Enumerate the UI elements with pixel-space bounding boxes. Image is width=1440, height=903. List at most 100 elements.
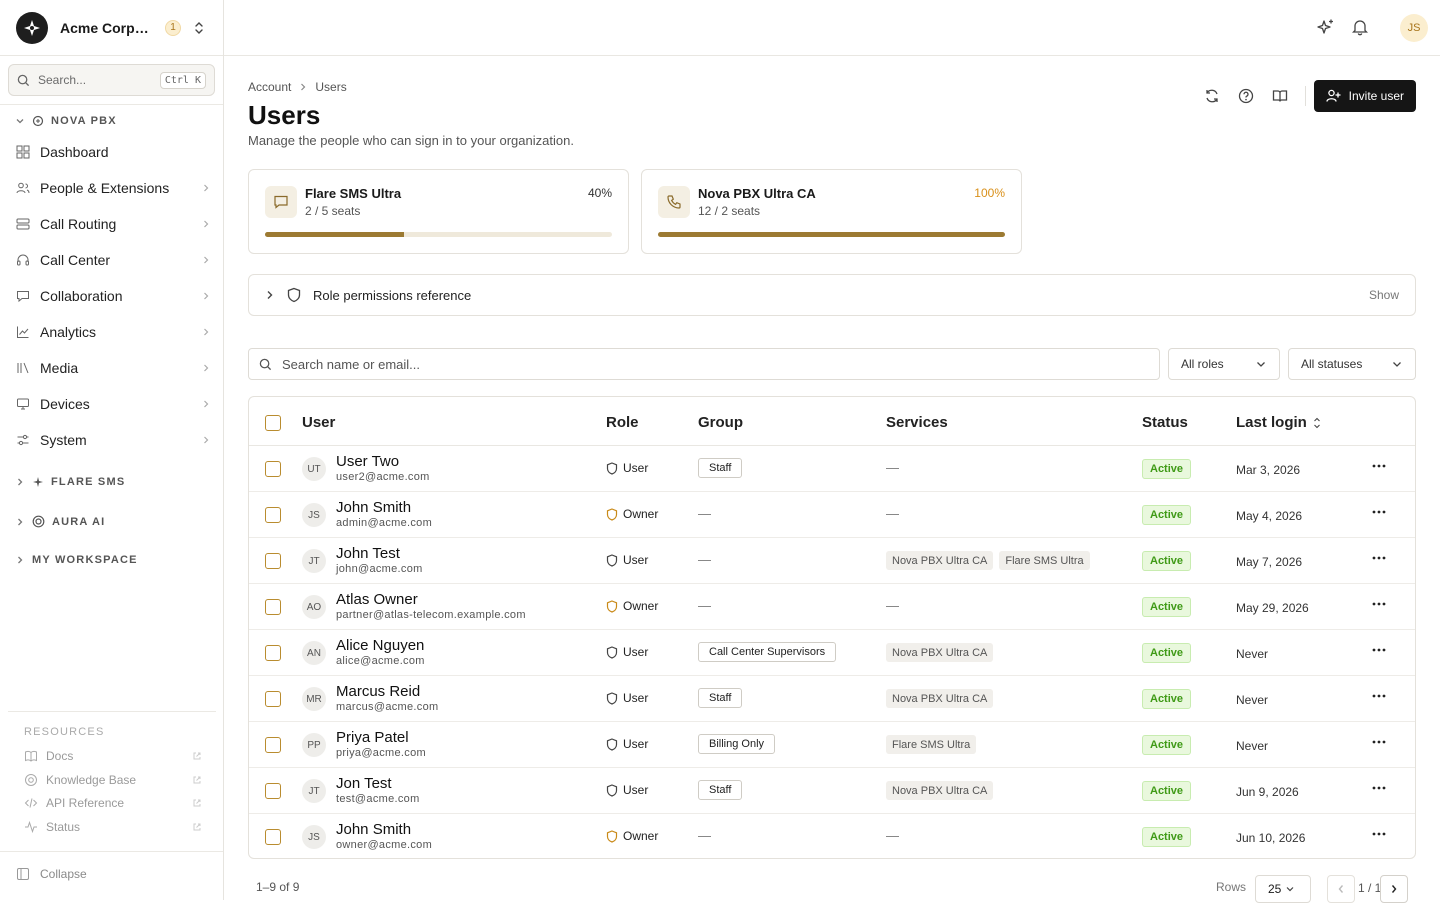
role-permissions-reference-toggle[interactable]: Role permissions reference Show	[248, 274, 1416, 316]
table-row[interactable]: PP Priya Patel priya@acme.com User Billing O…	[249, 722, 1415, 768]
invite-user-button[interactable]: Invite user	[1313, 80, 1416, 112]
column-label: Last login	[1236, 414, 1307, 431]
users-table: User Role Group Services Status Last log…	[248, 396, 1416, 859]
more-horizontal-icon	[1372, 740, 1386, 744]
row-actions-button[interactable]	[1371, 504, 1387, 520]
chevron-right-icon	[204, 328, 209, 336]
code-icon	[24, 798, 38, 808]
row-actions-button[interactable]	[1371, 550, 1387, 566]
user-search-input[interactable]: Search name or email...	[248, 348, 1160, 380]
previous-page-button[interactable]	[1327, 875, 1355, 903]
resource-api-reference-link[interactable]: API Reference	[24, 796, 202, 810]
external-link-icon	[193, 799, 201, 807]
row-actions-button[interactable]	[1371, 688, 1387, 704]
group-badge: Call Center Supervisors	[698, 642, 837, 662]
empty-value: —	[698, 598, 711, 613]
row-checkbox[interactable]	[265, 737, 281, 753]
row-actions-button[interactable]	[1371, 596, 1387, 612]
more-horizontal-icon	[1372, 648, 1386, 652]
nav-collaboration[interactable]: Collaboration	[16, 280, 210, 312]
table-row[interactable]: AN Alice Nguyen alice@acme.com User Call Cen…	[249, 630, 1415, 676]
nav-call-center[interactable]: Call Center	[16, 244, 210, 276]
table-row[interactable]: AO Atlas Owner partner@atlas-telecom.examp…	[249, 584, 1415, 630]
row-actions-button[interactable]	[1371, 826, 1387, 842]
more-horizontal-icon	[1372, 602, 1386, 606]
org-switcher[interactable]: Acme Corporation 1	[0, 0, 223, 56]
nav-dashboard[interactable]: Dashboard	[16, 136, 210, 168]
show-toggle[interactable]: Show	[1368, 288, 1399, 302]
resource-status-link[interactable]: Status	[24, 820, 202, 834]
last-login: Never	[1236, 739, 1269, 753]
row-checkbox[interactable]	[265, 783, 281, 799]
row-actions-button[interactable]	[1371, 642, 1387, 658]
role-cell: Owner	[606, 829, 658, 843]
ai-sparkle-button[interactable]	[1317, 18, 1335, 36]
rows-per-page-select[interactable]: 25	[1255, 875, 1311, 903]
user-avatar[interactable]: JS	[1400, 14, 1428, 42]
usage-progress-fill	[658, 232, 1005, 237]
nav-call-routing[interactable]: Call Routing	[16, 208, 210, 240]
user-email: test@acme.com	[336, 793, 420, 805]
license-usage-percent: 40%	[587, 186, 612, 200]
table-row[interactable]: JT John Test john@acme.com User — Nova PBX Ul…	[249, 538, 1415, 584]
empty-value: —	[886, 828, 899, 843]
role-cell: Owner	[606, 507, 658, 521]
table-row[interactable]: JT Jon Test test@acme.com User Staff Nova PBX…	[249, 768, 1415, 814]
status-badge: Active	[1142, 781, 1192, 801]
breadcrumb-account-link[interactable]: Account	[248, 80, 292, 94]
table-row[interactable]: JS John Smith owner@acme.com Owner — — Active J…	[249, 814, 1415, 858]
row-checkbox[interactable]	[265, 645, 281, 661]
docs-button[interactable]	[1263, 80, 1297, 112]
role-cell: User	[606, 461, 648, 475]
row-checkbox[interactable]	[265, 461, 281, 477]
row-checkbox[interactable]	[265, 829, 281, 845]
row-checkbox[interactable]	[265, 507, 281, 523]
more-horizontal-icon	[1372, 832, 1386, 836]
resource-knowledge-base-link[interactable]: Knowledge Base	[24, 773, 202, 787]
chevron-updown-icon[interactable]	[193, 21, 205, 35]
nav-devices[interactable]: Devices	[16, 388, 210, 420]
resource-docs-link[interactable]: Docs	[24, 749, 202, 763]
row-checkbox[interactable]	[265, 599, 281, 615]
user-avatar: UT	[302, 457, 326, 481]
nav-system[interactable]: System	[16, 424, 210, 456]
section-aura-ai[interactable]: AURA AI	[14, 515, 105, 528]
table-row[interactable]: MR Marcus Reid marcus@acme.com User Staff Nov…	[249, 676, 1415, 722]
notifications-button[interactable]	[1352, 18, 1368, 36]
divider	[8, 711, 216, 712]
status-filter-select[interactable]: All statuses	[1288, 348, 1416, 380]
section-flare-sms[interactable]: FLARE SMS	[14, 476, 125, 488]
collapse-sidebar-button[interactable]: Collapse	[16, 867, 87, 881]
license-seats: 12 / 2 seats	[698, 204, 761, 218]
empty-value: —	[698, 552, 711, 567]
nav-analytics[interactable]: Analytics	[16, 316, 210, 348]
row-actions-button[interactable]	[1371, 780, 1387, 796]
nav-media[interactable]: Media	[16, 352, 210, 384]
help-button[interactable]	[1229, 80, 1263, 112]
select-all-checkbox[interactable]	[265, 415, 281, 431]
next-page-button[interactable]	[1380, 875, 1408, 903]
row-actions-button[interactable]	[1371, 458, 1387, 474]
group-badge: Billing Only	[698, 734, 776, 754]
column-header-last-login[interactable]: Last login	[1236, 414, 1321, 431]
row-checkbox[interactable]	[265, 691, 281, 707]
chat-icon	[17, 291, 29, 303]
section-nova-pbx[interactable]: NOVA PBX	[14, 115, 117, 127]
role-label: Owner	[623, 599, 659, 613]
row-actions-button[interactable]	[1371, 734, 1387, 750]
refresh-button[interactable]	[1195, 80, 1229, 112]
section-my-workspace[interactable]: MY WORKSPACE	[14, 554, 138, 566]
role-filter-select[interactable]: All roles	[1168, 348, 1280, 380]
divider	[0, 104, 223, 105]
service-badge: Nova PBX Ultra CA	[886, 781, 994, 800]
section-label: FLARE SMS	[51, 476, 126, 488]
nav-people-extensions[interactable]: People & Extensions	[16, 172, 210, 204]
row-checkbox[interactable]	[265, 553, 281, 569]
sidebar-search[interactable]: Search... Ctrl K	[8, 64, 215, 96]
status-badge: Active	[1142, 689, 1192, 709]
table-row[interactable]: UT User Two user2@acme.com User Staff — Active…	[249, 446, 1415, 492]
shield-icon	[606, 783, 618, 797]
role-label: Owner	[623, 829, 659, 843]
table-row[interactable]: JS John Smith admin@acme.com Owner — — Active M…	[249, 492, 1415, 538]
resource-label: Status	[46, 820, 81, 834]
